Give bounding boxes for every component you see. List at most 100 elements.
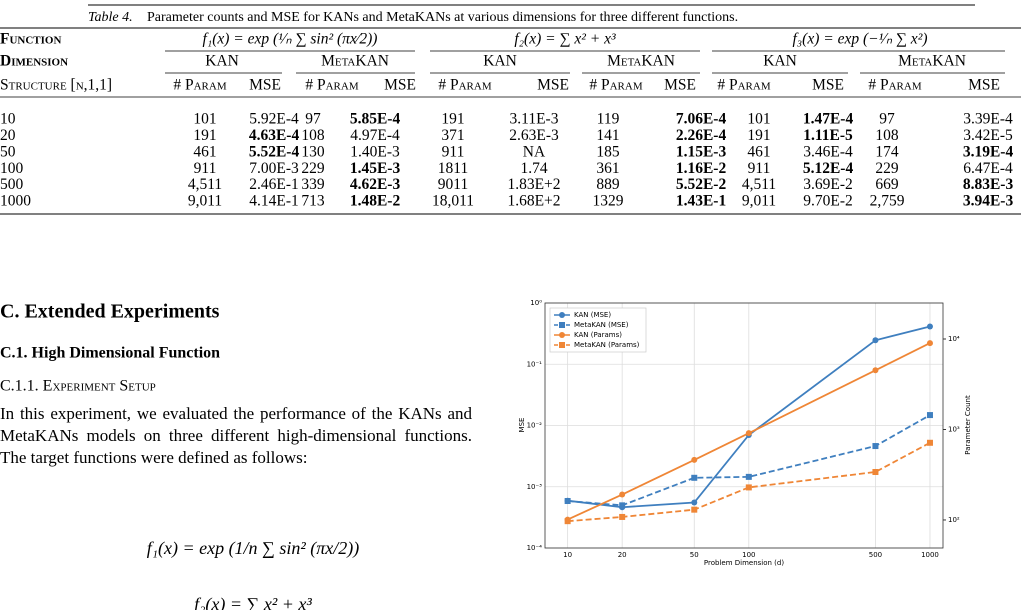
y-tick-label: 10⁻⁴ [527, 544, 543, 552]
header-cell: MSE [537, 77, 569, 94]
header-cell: f₂(x) = ∑ x² + x³ [514, 31, 616, 48]
table-cell: 1.40E-3 [350, 143, 400, 160]
marker [745, 484, 752, 491]
caption: Parameter counts and MSE for KANs and Me… [147, 10, 738, 25]
legend-label: KAN (MSE) [574, 311, 611, 319]
table-cell: 8.83E-3 [963, 176, 1014, 193]
legend-label: KAN (Params) [574, 331, 622, 339]
table-cell: 1.47E-4 [803, 111, 854, 128]
marker [872, 337, 879, 344]
table-cell: 2,759 [870, 193, 905, 210]
marker [619, 491, 626, 498]
series-line [567, 342, 931, 521]
table-cell: 461 [747, 143, 770, 160]
table-cell: 461 [193, 143, 216, 160]
legend-marker [559, 312, 565, 318]
section-heading: C. Extended Experiments [0, 301, 220, 323]
table-cell: 130 [301, 143, 325, 160]
table-cell: 5.12E-4 [803, 160, 854, 177]
table-cell: 174 [875, 143, 899, 160]
y2-tick-label: 10⁴ [948, 335, 960, 343]
header-cell: KAN [205, 53, 239, 70]
table-cell: 1811 [438, 160, 468, 177]
header-cell: # Param [438, 77, 491, 94]
marker [872, 367, 879, 374]
marker [872, 443, 879, 450]
table-cell: 20 [0, 127, 16, 144]
marker [745, 430, 752, 437]
y-axis-label: MSE [518, 418, 526, 433]
legend-label: MetaKAN (MSE) [574, 321, 629, 329]
table-cell: 141 [596, 127, 619, 144]
table-cell: 1.68E+2 [507, 193, 560, 210]
header-cell: # Param [305, 77, 358, 94]
table-cell: 3.46E-4 [803, 143, 853, 160]
plot-frame [544, 302, 944, 549]
table-cell: 1.83E+2 [507, 176, 560, 193]
table-cell: 2.63E-3 [509, 127, 559, 144]
header-cell: MSE [384, 77, 416, 94]
marker [691, 499, 698, 506]
table-cell: 361 [596, 160, 619, 177]
x-tick-label: 1000 [921, 551, 939, 559]
series-line [567, 414, 931, 507]
subsubsection-heading: C.1.1. Experiment Setup [0, 378, 156, 395]
table-cell: 5.52E-2 [676, 176, 727, 193]
table-cell: 5.85E-4 [350, 111, 401, 128]
table-cell: 4.97E-4 [350, 127, 400, 144]
table-cell: 911 [442, 143, 465, 160]
x-tick-label: 20 [618, 551, 627, 559]
header-cell: KAN [483, 53, 517, 70]
header-cell: MetaKAN [607, 53, 675, 70]
y-tick-label: 10⁻¹ [527, 360, 543, 368]
header-cell: # Param [589, 77, 642, 94]
table-cell: 185 [596, 143, 620, 160]
marker [926, 340, 933, 347]
marker [691, 506, 698, 513]
header-cell: Function [0, 31, 61, 48]
header-cell: KAN [763, 53, 797, 70]
marker [691, 474, 698, 481]
table-cell: NA [523, 143, 546, 160]
table-cell: 3.69E-2 [803, 176, 853, 193]
equation: f₁(x) = exp (1/n ∑ sin² (πx/2)) [147, 538, 360, 559]
table-cell: 1000 [0, 193, 31, 210]
table-cell: 911 [194, 160, 217, 177]
table-cell: 1.48E-2 [350, 193, 401, 210]
table-cell: 10 [0, 111, 16, 128]
legend-label: MetaKAN (Params) [574, 341, 640, 349]
table-cell: 18,011 [432, 193, 474, 210]
series-line [567, 325, 931, 509]
table-cell: 3.19E-4 [963, 143, 1014, 160]
marker [564, 518, 571, 525]
legend-marker [559, 332, 565, 338]
table-cell: 100 [0, 160, 24, 177]
table-cell: 5.92E-4 [249, 111, 299, 128]
marker [926, 323, 933, 330]
x-tick-label: 50 [690, 551, 699, 559]
table-cell: 371 [441, 127, 464, 144]
paragraph: In this experiment, we evaluated the per… [0, 404, 472, 467]
caption-label: Table 4. [88, 10, 133, 25]
table-cell: 669 [875, 176, 899, 193]
marker [619, 513, 626, 520]
table-cell: 5.52E-4 [249, 143, 300, 160]
table-cell: 713 [301, 193, 325, 210]
table-cell: 3.39E-4 [963, 111, 1013, 128]
header-cell: MetaKAN [321, 53, 389, 70]
header-cell: # Param [173, 77, 226, 94]
marker [745, 473, 752, 480]
header-cell: MSE [812, 77, 844, 94]
table-cell: 4.14E-1 [249, 193, 299, 210]
table-cell: 191 [441, 111, 464, 128]
table-cell: 889 [596, 176, 620, 193]
table-cell: 97 [305, 111, 321, 128]
header-cell: MSE [968, 77, 1000, 94]
table-cell: 6.47E-4 [963, 160, 1013, 177]
table-cell: 1329 [593, 193, 624, 210]
marker [872, 468, 879, 475]
table-cell: 9,011 [188, 193, 222, 210]
table-cell: 1.15E-3 [676, 143, 727, 160]
